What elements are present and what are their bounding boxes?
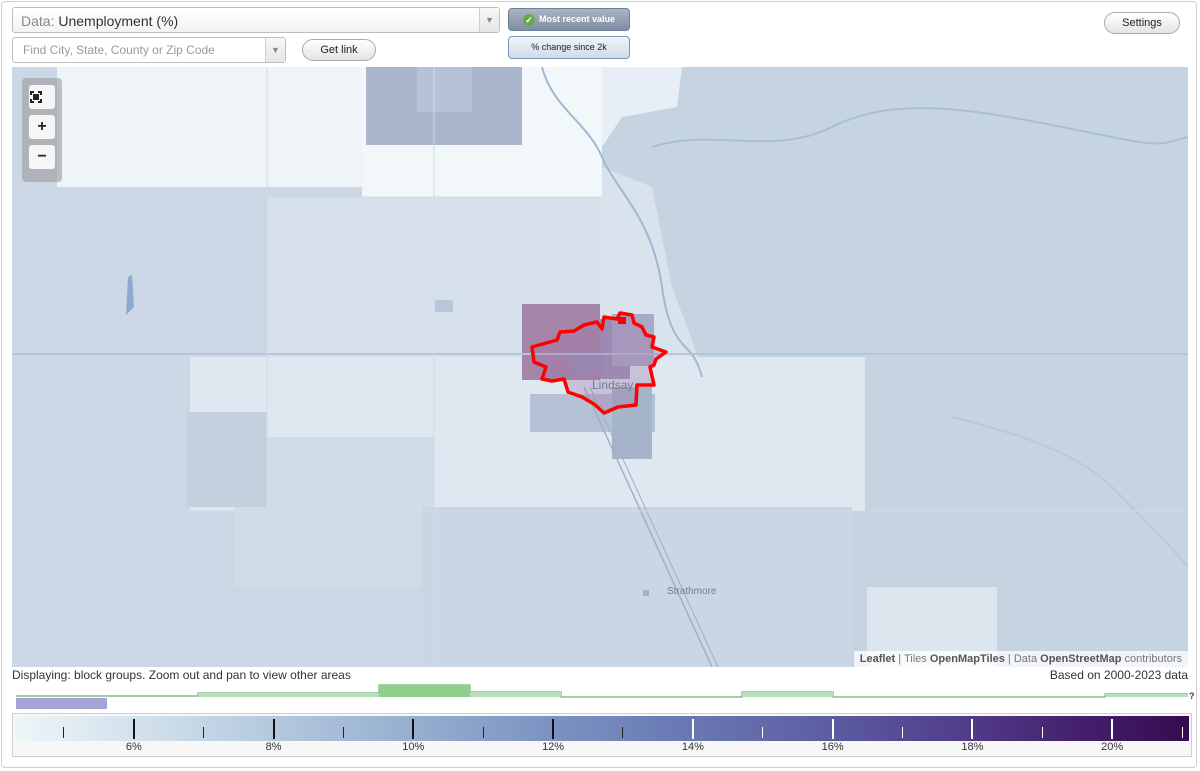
data-select-label: Data: Unemployment (%) [21, 13, 179, 29]
legend-tick-label: 6% [125, 741, 142, 753]
chevron-down-icon[interactable]: ▼ [265, 38, 285, 62]
region-northwest-light [57, 67, 362, 187]
histogram-bar-peak [379, 685, 470, 697]
legend-minor-tick [63, 727, 65, 738]
openstreetmap-link[interactable]: OpenStreetMap [1040, 653, 1122, 665]
data-select[interactable]: Data: Unemployment (%) ▼ [12, 7, 500, 33]
legend-major-tick [272, 719, 275, 739]
map-attribution: Leaflet | Tiles OpenMapTiles | Data Open… [853, 651, 1188, 667]
settings-button[interactable]: Settings [1104, 12, 1180, 34]
histogram-bar [198, 693, 379, 697]
pond [643, 590, 649, 596]
legend-tick-label: 16% [821, 741, 844, 753]
road-parallel [589, 386, 719, 667]
legend-major-tick [132, 719, 135, 739]
legend-tick-label: 12% [542, 741, 565, 753]
legend-minor-tick [901, 727, 903, 738]
get-link-button[interactable]: Get link [302, 39, 376, 61]
legend-minor-tick [1181, 727, 1183, 738]
lindsay-core-block [572, 352, 604, 374]
most-recent-value-label: Most recent value [538, 14, 616, 24]
region-south [422, 507, 852, 667]
histogram-outline [16, 684, 1188, 698]
legend-tick-label: 20% [1101, 741, 1124, 753]
region-northeast-light [602, 67, 682, 147]
legend-major-tick [831, 719, 834, 739]
display-note: Displaying: block groups. Zoom out and p… [12, 668, 351, 682]
histogram-bar [742, 692, 833, 697]
reservoir [126, 275, 134, 315]
railroad [583, 386, 713, 667]
fullscreen-icon[interactable] [29, 85, 55, 109]
river-north [651, 107, 1188, 148]
percent-change-toggle[interactable]: % change since 2k [508, 36, 630, 59]
distribution-histogram [16, 684, 1188, 709]
river [541, 67, 703, 378]
map[interactable]: Lindsay Strathmore + − Leaflet | Tiles O… [12, 67, 1188, 667]
legend-minor-tick [1041, 727, 1043, 738]
lindsay-southeast-block [612, 387, 652, 459]
legend-major-tick [691, 719, 694, 739]
zoom-controls: + − [22, 78, 62, 182]
place-label-strathmore: Strathmore [667, 586, 717, 597]
legend-tick-label: 10% [402, 741, 425, 753]
zoom-in-button[interactable]: + [29, 115, 55, 139]
zoom-out-button[interactable]: − [29, 145, 55, 169]
checkmark-icon: ✓ [522, 13, 535, 26]
legend-gradient[interactable] [15, 716, 1189, 741]
legend-major-tick [971, 719, 974, 739]
openmaptiles-link[interactable]: OpenMapTiles [929, 653, 1005, 665]
pond [435, 300, 453, 312]
legend-minor-tick [762, 727, 764, 738]
legend-major-tick [412, 719, 415, 739]
region-north-mid [417, 67, 472, 112]
legend-tick-label: 8% [265, 741, 282, 753]
legend-major-tick [552, 719, 555, 739]
leaflet-link[interactable]: Leaflet [859, 653, 896, 665]
data-range-note: Based on 2000-2023 data [1049, 668, 1188, 682]
place-label-lindsay: Lindsay [592, 378, 634, 392]
boundary-notch [618, 317, 626, 324]
search-input[interactable] [21, 42, 265, 58]
color-legend: 6% 8% 10% 12% 14% 16% 18% 20% [12, 713, 1192, 757]
legend-minor-tick [482, 727, 484, 738]
lindsay-boundary[interactable] [530, 311, 668, 415]
legend-minor-tick [622, 727, 624, 738]
legend-minor-tick [203, 727, 205, 738]
location-search[interactable]: ▼ [12, 37, 286, 63]
legend-tick-label: 18% [961, 741, 984, 753]
histogram-selection [16, 698, 107, 709]
help-icon[interactable]: ? [1189, 691, 1195, 701]
histogram-bar [1105, 694, 1188, 697]
legend-tick-label: 14% [681, 741, 704, 753]
data-select-value: Unemployment (%) [58, 13, 179, 29]
region-west-mid [187, 412, 267, 507]
creek [951, 416, 1188, 568]
map-canvas[interactable] [12, 67, 1188, 667]
histogram-bar [470, 692, 561, 697]
legend-minor-tick [342, 727, 344, 738]
chevron-down-icon[interactable]: ▼ [479, 8, 499, 32]
legend-major-tick [1111, 719, 1114, 739]
most-recent-value-toggle[interactable]: ✓ Most recent value [508, 8, 630, 31]
